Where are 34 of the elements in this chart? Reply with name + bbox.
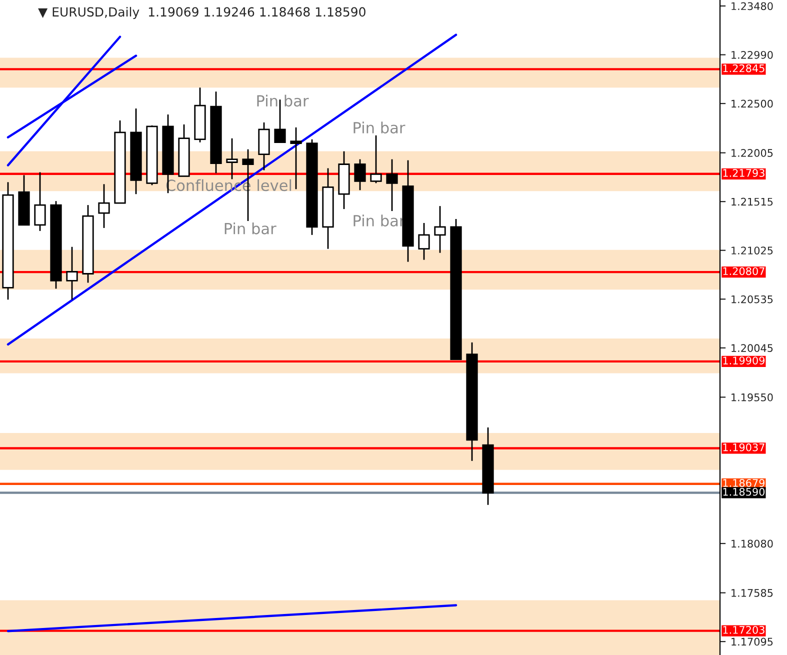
candlestick [370,134,382,184]
candlestick [290,126,302,190]
ref-line-label: 1.17203 [723,626,764,634]
ref-line-label: 1.20807 [723,267,764,276]
annotation: Pin bar [257,94,309,107]
candlestick [226,138,238,180]
y-tick-label: 1.22990 [732,50,773,59]
y-tick-label: 1.21025 [732,246,773,254]
y-tick-label: 1.22500 [732,100,773,108]
y-tick-label: 1.20045 [732,344,773,352]
y-tick-label: 1.19550 [732,393,773,402]
ref-line-label: 1.22845 [723,64,764,72]
candlestick [434,205,446,254]
annotation: Pin bar [224,222,276,234]
y-tick-label: 1.23480 [732,2,773,10]
ref-line-label: 1.18590 [723,488,765,496]
ref-line-label: 1.19037 [723,443,764,452]
ref-line-label: 1.18679 [723,479,765,487]
y-tick-label: 1.21515 [732,198,773,206]
y-tick-label: 1.17585 [732,589,773,597]
candlestick [418,222,430,261]
candlestick [386,158,398,212]
annotation: Pin bar [354,122,406,134]
y-tick-label: 1.22005 [732,149,773,157]
ref-line-label: 1.21793 [723,169,764,177]
candlestick [66,246,78,300]
y-tick-label: 1.18080 [732,540,773,548]
y-tick-label: 1.20535 [732,295,773,304]
candlestick [34,172,46,232]
y-tick-label: 1.17095 [732,638,773,646]
candlestick [354,158,366,191]
ref-line-label: 1.19909 [723,356,765,364]
candlestick [98,183,110,229]
text: ▼ EURUSD,Daily 1.19069 1.19246 1.18468 1.18590 [38,6,366,20]
